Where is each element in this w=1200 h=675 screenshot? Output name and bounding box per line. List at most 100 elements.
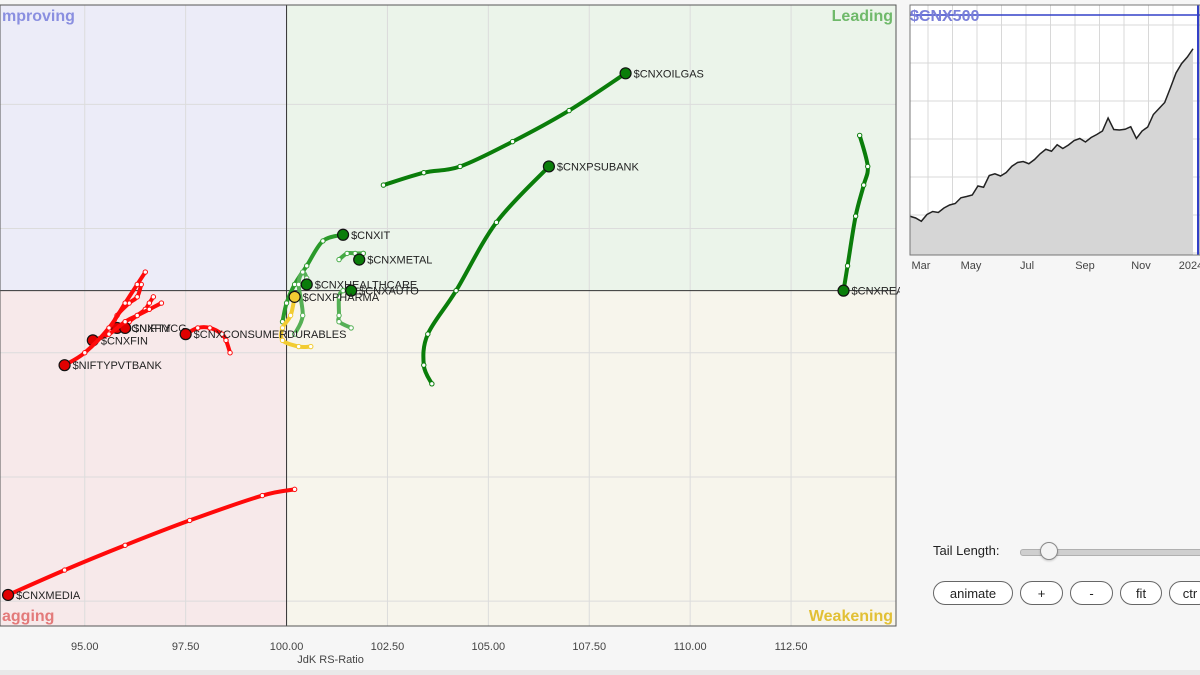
head-cnxmedia	[1, 588, 15, 602]
tail-point-cnxauto	[336, 312, 342, 319]
label-nifty: $NIFTY	[133, 323, 172, 335]
tail-point-niftypvtbank	[82, 350, 88, 356]
tail-point-niftypvtbank	[106, 325, 112, 331]
mini-x-tick-label: Jul	[1020, 260, 1034, 272]
tail-point-cnxoilgas	[421, 169, 427, 176]
mini-line	[909, 48, 1194, 223]
tail-point-cnxauto	[336, 319, 342, 325]
tail-point-cnxconsumerdurables	[207, 325, 213, 331]
tail-point-niftypvtbank	[134, 281, 140, 288]
head-niftypvtbank	[58, 359, 71, 372]
label-cnxoilgas: $CNXOILGAS	[634, 68, 704, 80]
plot-border	[0, 4, 897, 627]
tail-point-cnxmedia	[259, 492, 266, 499]
tail-point-cnxrealty	[861, 182, 867, 188]
tail-point-cnxmedia	[122, 542, 128, 548]
quadrant-weakening	[286, 290, 896, 626]
label-cnxpharma: $CNXPHARMA	[303, 292, 380, 304]
tail-point-cnxpsubank	[429, 381, 435, 387]
tail-point-cnxoilgas	[457, 163, 463, 170]
tail-point-cnxrealty	[856, 132, 863, 139]
tail-point-cnxconsumerdurables	[223, 337, 229, 344]
head-cnxpharma	[288, 290, 301, 303]
tail-point-cnxpharma	[279, 325, 286, 331]
tail-point-cnxauto	[336, 294, 342, 300]
tail-point-cnxmetal	[336, 256, 342, 263]
tail-point-cnxrealty	[844, 263, 851, 269]
mini-x-tick-label: Sep	[1075, 260, 1095, 272]
rrg-chart: mproving Leading Weakening agging 95.00 97.50…	[0, 4, 900, 666]
tail-point-cnxpsubank	[421, 362, 427, 368]
tail-point-cnxfin	[134, 312, 140, 319]
mini-title: $CNX500	[910, 8, 979, 25]
x-tick-label: 110.00	[674, 641, 707, 653]
tail-point-niftypvtbank	[142, 269, 148, 275]
quadrant-label-leading: Leading	[832, 8, 893, 25]
tail-point-cnxit	[304, 263, 310, 269]
tail-point-cnxhealthcare	[295, 281, 302, 288]
label-cnxrealty: $CNXREALTY	[852, 286, 900, 298]
label-cnxfin: $CNXFIN	[101, 335, 148, 347]
tail-point-cnxmedia	[291, 486, 298, 493]
quadrant-label-weakening: Weakening	[809, 608, 893, 625]
tail-point-cnxit	[320, 238, 326, 244]
tail-point-niftypvtbank	[122, 300, 128, 306]
tail-point-cnxoilgas	[509, 138, 516, 145]
tail-length-slider-thumb[interactable]	[1040, 542, 1058, 560]
tail-point-cnxconsumerdurables	[195, 325, 201, 331]
label-cnxauto: $CNXAUTO	[359, 286, 419, 298]
mini-x-tick-label: Mar	[912, 260, 931, 272]
head-cnxmetal	[353, 253, 366, 266]
tail-point-nifty	[146, 300, 153, 306]
tail-point-cnxpsubank	[453, 287, 459, 294]
controls-panel: Tail Length: animate + - fit ctr	[905, 530, 1200, 675]
tail-point-cnxfin	[146, 306, 153, 312]
tail-point-nifty	[150, 294, 157, 300]
tail-point-cnxpharma	[295, 343, 302, 350]
tail-point-cnxpharma	[308, 343, 314, 350]
tail-point-cnxfin	[106, 331, 112, 337]
tail-point-cnxoilgas	[380, 182, 387, 188]
zoom-out-button[interactable]: -	[1070, 581, 1113, 605]
tail-point-cnxoilgas	[566, 107, 572, 114]
tail-point-cnxpharma	[287, 312, 294, 319]
zoom-in-button[interactable]: +	[1020, 581, 1063, 605]
tail-point-cnxmedia	[186, 517, 193, 524]
tail-point-cnxhealthcare	[300, 269, 306, 275]
animate-button[interactable]: animate	[933, 581, 1013, 605]
quadrant-lagging	[0, 290, 287, 626]
tail-length-label: Tail Length:	[933, 543, 1000, 558]
head-cnxpsubank	[542, 160, 556, 173]
label-cnxhealthcare: $CNXHEALTHCARE	[315, 279, 418, 291]
x-tick-label: 107.50	[572, 641, 606, 653]
head-cnxrealty	[837, 284, 850, 297]
quadrant-leading	[286, 5, 896, 291]
head-cnxhealthcare	[300, 278, 313, 291]
label-cnxmetal: $CNXMETAL	[367, 255, 432, 267]
label-cnxit: $CNXIT	[351, 230, 390, 242]
center-button[interactable]: ctr	[1169, 581, 1200, 605]
quadrant-label-lagging: agging	[2, 608, 54, 625]
x-tick-label: 102.50	[371, 641, 405, 653]
head-cnxauto	[345, 284, 358, 297]
cnx500-mini-chart: $CNX500 Mar May Jul Sep Nov 2024	[905, 0, 1200, 275]
tail-point-cnxpharma	[279, 337, 286, 344]
x-tick-label: 112.50	[775, 641, 808, 653]
head-cnxoilgas	[619, 67, 632, 80]
fit-button[interactable]: fit	[1120, 581, 1162, 605]
label-niftypvtbank: $NIFTYPVTBANK	[73, 360, 163, 372]
quadrant-improving	[0, 5, 287, 291]
tail-point-cnxrealty	[865, 163, 871, 170]
tail-point-cnxpsubank	[425, 331, 431, 337]
mini-x-tick-label: May	[961, 260, 982, 272]
tail-point-cnxauto	[348, 325, 354, 331]
head-cnxconsumerdurables	[179, 328, 192, 341]
tail-point-cnxmedia	[61, 567, 68, 573]
tail-point-cnxfin	[158, 300, 165, 306]
quadrant-label-improving: mproving	[2, 8, 75, 25]
tail-length-slider[interactable]	[1020, 549, 1200, 556]
label-cnxpsubank: $CNXPSUBANK	[557, 161, 640, 173]
mini-x-tick-label: 2024	[1179, 260, 1200, 272]
tail-point-cnxconsumerdurables	[227, 350, 233, 356]
label-cnxconsumerdurables: $CNXCONSUMERDURABLES	[194, 329, 347, 341]
